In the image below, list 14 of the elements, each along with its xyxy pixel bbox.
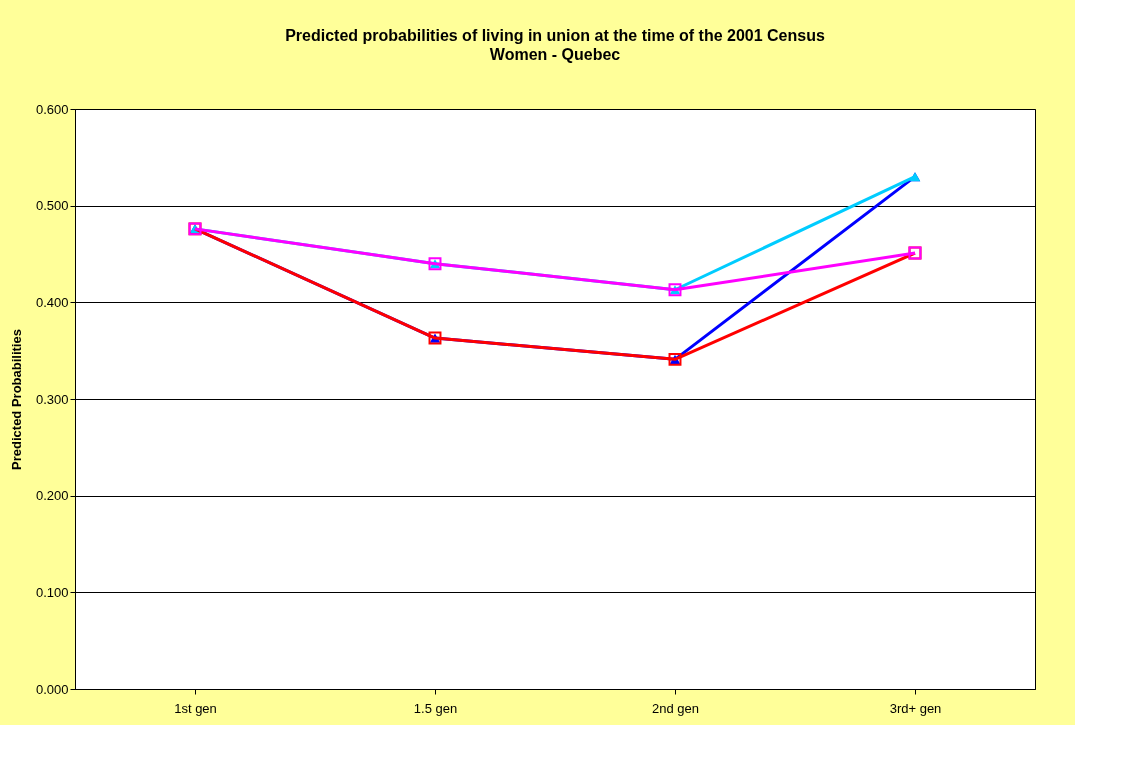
x-tick-label: 1st gen (174, 700, 217, 716)
y-tick-label: 0.600 (35, 101, 69, 117)
y-tick-label: 0.400 (35, 294, 69, 310)
y-tick-label: 0.300 (35, 391, 69, 407)
x-tick-label: 2nd gen (652, 700, 699, 716)
y-tick-label: 0.100 (35, 584, 69, 600)
x-tick-label: 1.5 gen (413, 700, 458, 716)
chart-subtitle: Women - Quebec (489, 46, 621, 63)
chart-title: Predicted probabilities of living in union at the time of the 2001 Census (285, 27, 825, 44)
x-tick-label: 3rd+ gen (889, 700, 942, 716)
y-tick-label: 0.200 (35, 488, 69, 504)
y-tick-label: 0.500 (35, 198, 69, 214)
y-axis-title: Predicted Probabilities (8, 329, 24, 470)
y-tick-label: 0.000 (35, 681, 69, 697)
